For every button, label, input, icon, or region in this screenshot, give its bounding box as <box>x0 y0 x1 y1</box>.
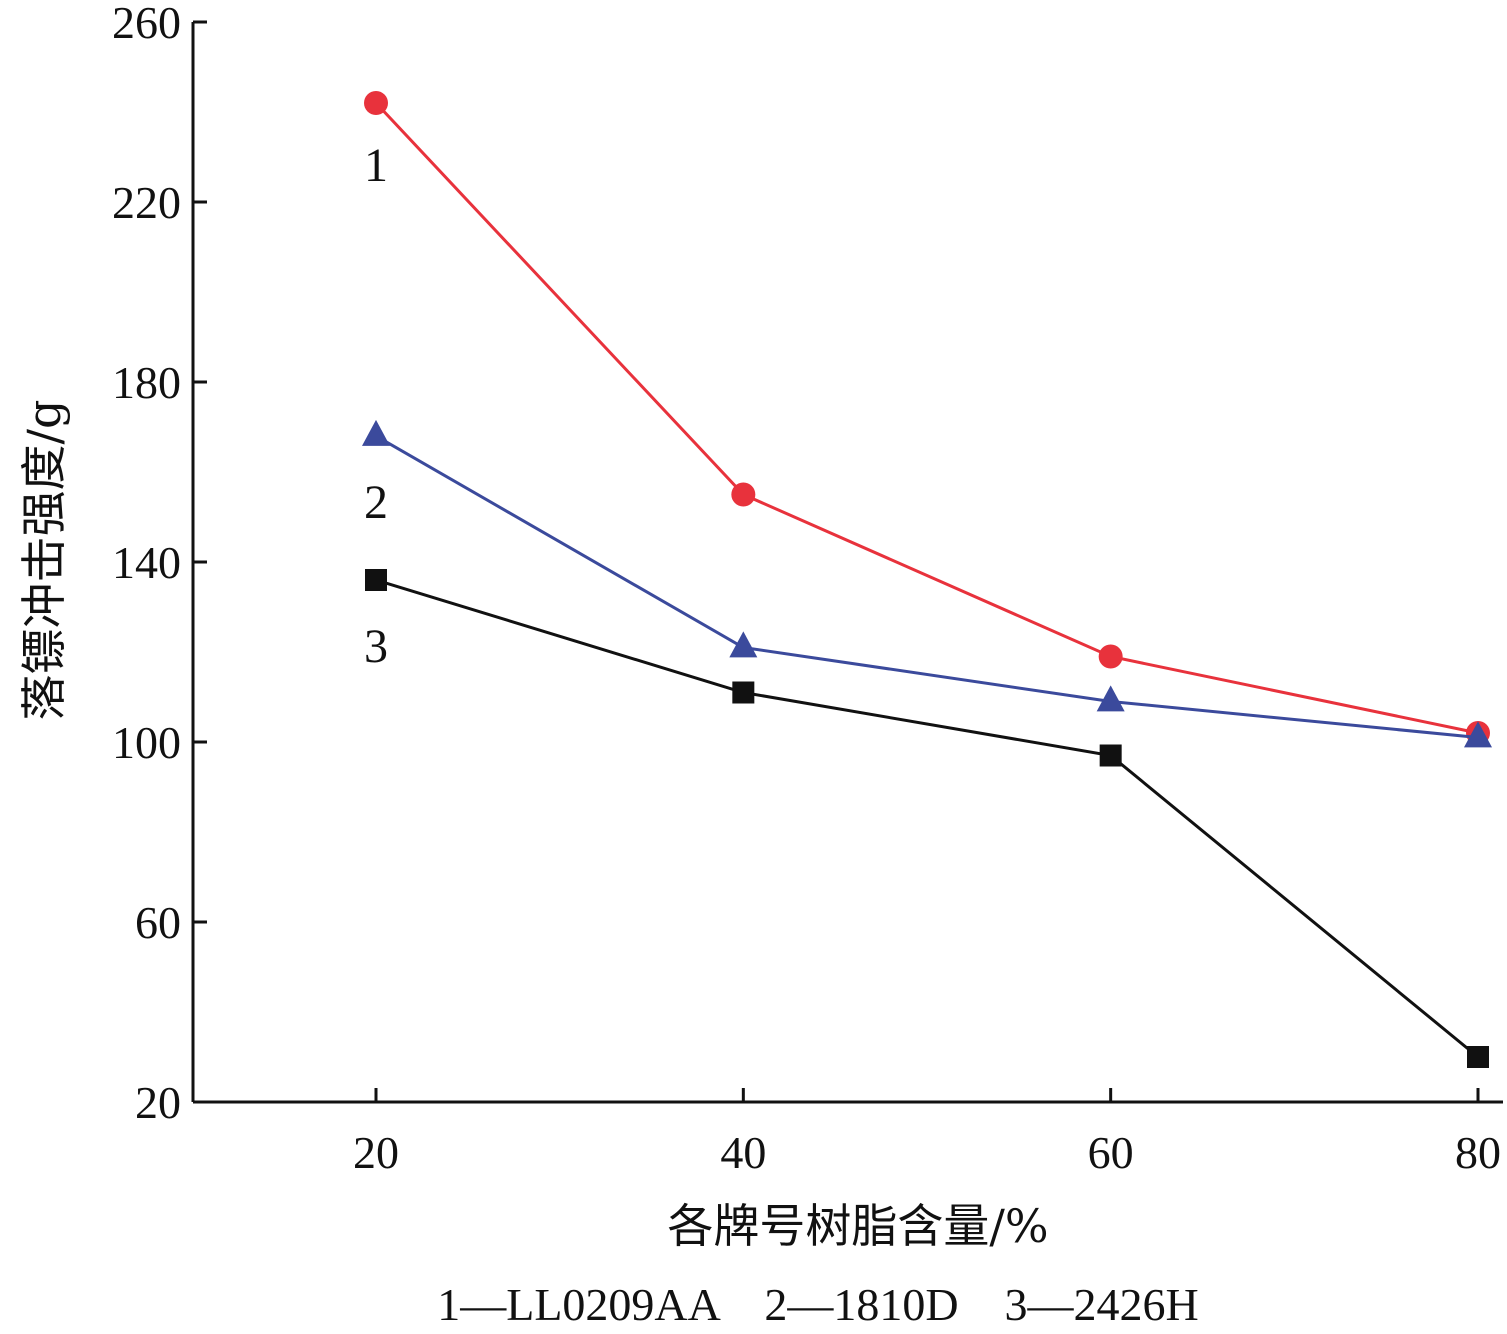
y-tick-label: 60 <box>135 897 181 948</box>
data-point-square <box>732 681 755 704</box>
data-point-circle <box>731 482 756 507</box>
axes <box>191 22 1503 1104</box>
data-point-triangle <box>729 631 758 658</box>
data-point-square <box>1099 744 1122 767</box>
series-1 <box>364 91 1490 745</box>
data-point-triangle <box>1096 685 1125 712</box>
x-tick-label: 40 <box>720 1127 766 1178</box>
y-tick-label: 180 <box>112 357 181 408</box>
data-point-circle <box>364 91 388 115</box>
y-tick-label: 220 <box>112 177 181 228</box>
series-line-2 <box>375 434 1479 739</box>
x-tick-label: 80 <box>1455 1127 1501 1178</box>
series-line-1 <box>374 101 1479 735</box>
data-point-triangle <box>1464 721 1492 748</box>
legend-text: 1—LL0209AA 2—1810D 3—2426H <box>437 1279 1199 1330</box>
y-tick-label: 100 <box>112 717 181 768</box>
series-layer <box>362 91 1492 1068</box>
series-3 <box>365 569 1489 1068</box>
x-tick-label: 60 <box>1088 1127 1134 1178</box>
x-tick-label: 20 <box>353 1127 399 1178</box>
data-point-circle <box>1098 644 1123 669</box>
y-axis-title: 落镖冲击强度/g <box>17 400 71 721</box>
y-tick-label: 140 <box>112 537 181 588</box>
x-axis-title: 各牌号树脂含量/% <box>667 1199 1048 1253</box>
series-number-labels: 1 2 3 <box>364 139 388 673</box>
data-point-square <box>1467 1046 1489 1068</box>
series-2 <box>362 419 1492 748</box>
y-ticks: 20 60 100 140 180 220 260 <box>112 0 207 1128</box>
x-ticks: 20 40 60 80 <box>353 1088 1501 1178</box>
data-point-square <box>365 569 387 591</box>
series-number-label: 1 <box>364 139 388 192</box>
data-point-triangle <box>362 419 390 446</box>
y-tick-label: 260 <box>112 0 181 48</box>
series-line-3 <box>375 578 1479 1059</box>
y-tick-label: 20 <box>135 1077 181 1128</box>
series-number-label: 2 <box>364 476 388 529</box>
series-number-label: 3 <box>364 620 388 673</box>
